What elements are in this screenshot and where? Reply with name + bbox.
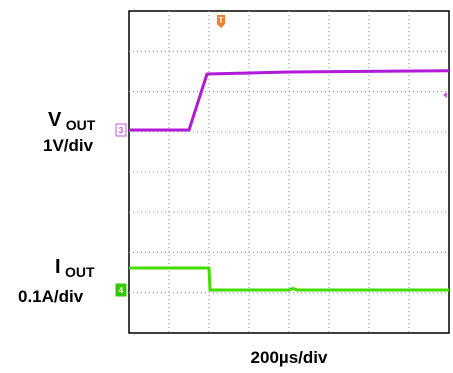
channel-4-marker	[115, 283, 127, 297]
trigger-level-arrow-icon	[443, 92, 447, 98]
channel-3-marker	[115, 123, 127, 137]
channel-4-marker-label: 4	[119, 286, 124, 295]
channel-3-marker-label: 3	[119, 126, 124, 135]
trigger-marker: T	[217, 15, 225, 28]
trace-vout	[129, 69, 450, 132]
iout-label: I OUT	[55, 256, 95, 280]
trigger-icon	[217, 15, 225, 28]
traces	[129, 69, 450, 292]
trace-iout	[129, 266, 449, 292]
channel-markers: 3 4 T	[115, 15, 447, 297]
vout-scale-label: 1V/div	[43, 136, 94, 155]
time-scale-label: 200µs/div	[251, 348, 328, 367]
trigger-label: T	[219, 16, 224, 25]
vout-label: V OUT	[48, 109, 96, 133]
iout-scale-label: 0.1A/div	[18, 287, 84, 306]
